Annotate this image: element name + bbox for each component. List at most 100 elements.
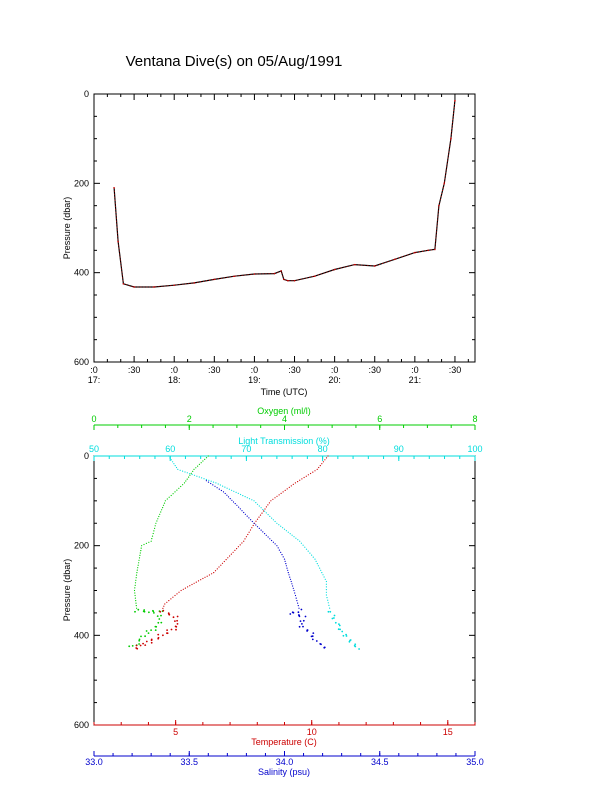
data-point bbox=[241, 510, 243, 512]
data-point bbox=[182, 470, 184, 472]
data-point bbox=[215, 482, 217, 484]
data-point bbox=[231, 489, 233, 491]
data-point bbox=[310, 472, 312, 475]
pressure-point bbox=[173, 284, 176, 286]
data-point bbox=[210, 480, 212, 482]
data-point bbox=[270, 500, 272, 502]
data-point bbox=[264, 508, 266, 510]
data-point bbox=[136, 569, 138, 571]
data-point bbox=[135, 600, 137, 602]
data-point bbox=[166, 629, 169, 631]
data-point bbox=[297, 605, 299, 607]
x-tick-label: 21: bbox=[409, 375, 422, 385]
data-point bbox=[197, 465, 199, 467]
data-point bbox=[160, 511, 162, 513]
data-point bbox=[293, 589, 295, 592]
data-point bbox=[251, 527, 253, 529]
data-point bbox=[140, 547, 142, 549]
data-point bbox=[196, 475, 198, 477]
series-light bbox=[168, 455, 360, 650]
data-point bbox=[134, 610, 136, 613]
data-point bbox=[307, 550, 309, 552]
data-point bbox=[168, 613, 170, 615]
data-point bbox=[255, 524, 257, 526]
data-point bbox=[200, 462, 202, 464]
data-point bbox=[302, 544, 304, 546]
data-point bbox=[233, 490, 235, 492]
x-tick-label: :30 bbox=[208, 365, 221, 375]
data-point bbox=[162, 507, 164, 509]
data-point bbox=[189, 474, 191, 476]
data-point bbox=[176, 623, 179, 625]
data-point bbox=[253, 522, 255, 524]
data-point bbox=[262, 531, 264, 533]
data-point bbox=[325, 594, 327, 596]
x-tick-label: 18: bbox=[168, 375, 181, 385]
data-point bbox=[150, 629, 153, 631]
data-point bbox=[219, 484, 221, 486]
data-point bbox=[289, 576, 291, 578]
y-tick-label: 200 bbox=[74, 178, 89, 188]
data-point bbox=[320, 569, 322, 571]
data-point bbox=[150, 639, 153, 642]
data-point bbox=[180, 485, 182, 488]
data-point bbox=[175, 466, 178, 469]
y-tick-label: 200 bbox=[74, 541, 89, 551]
data-point bbox=[348, 640, 351, 643]
y-tick-label: 0 bbox=[84, 451, 89, 461]
data-point bbox=[192, 470, 194, 472]
data-point bbox=[296, 600, 298, 602]
data-point bbox=[195, 467, 197, 469]
data-point bbox=[145, 640, 148, 643]
data-point bbox=[305, 475, 307, 477]
temperature-axis: 5 10 15 bbox=[93, 720, 476, 737]
data-point bbox=[160, 614, 162, 617]
data-point bbox=[176, 619, 179, 622]
series-oxygen bbox=[128, 455, 209, 648]
x-tick-label: :30 bbox=[368, 365, 381, 375]
data-point bbox=[327, 599, 329, 601]
data-point bbox=[147, 632, 150, 634]
data-point bbox=[140, 635, 142, 638]
data-point bbox=[156, 615, 159, 617]
data-point bbox=[137, 608, 140, 611]
data-point bbox=[310, 635, 313, 638]
pressure-point bbox=[353, 263, 356, 266]
data-point bbox=[301, 623, 303, 625]
data-point bbox=[222, 491, 225, 493]
data-point bbox=[143, 543, 145, 546]
data-point bbox=[151, 535, 154, 537]
data-point bbox=[261, 512, 263, 514]
data-point bbox=[150, 540, 152, 542]
data-point bbox=[312, 632, 315, 634]
data-point bbox=[227, 496, 230, 498]
pressure-point bbox=[414, 251, 416, 254]
data-point bbox=[193, 468, 195, 470]
data-point bbox=[187, 586, 189, 588]
data-point bbox=[274, 497, 276, 499]
data-point bbox=[244, 496, 246, 498]
data-point bbox=[154, 629, 157, 631]
data-point bbox=[191, 473, 193, 476]
data-point bbox=[315, 560, 317, 563]
data-point bbox=[174, 594, 176, 597]
data-point bbox=[299, 479, 301, 481]
data-point bbox=[138, 639, 141, 642]
data-point bbox=[231, 499, 233, 501]
data-point bbox=[329, 607, 331, 609]
data-point bbox=[137, 567, 139, 569]
pressure-line-black bbox=[113, 100, 456, 288]
data-point bbox=[323, 576, 325, 578]
data-point bbox=[314, 558, 316, 560]
data-point bbox=[224, 486, 226, 488]
data-point bbox=[204, 458, 206, 460]
data-point bbox=[241, 542, 243, 544]
data-point bbox=[148, 611, 150, 614]
data-point bbox=[345, 635, 348, 637]
data-point bbox=[207, 481, 210, 483]
data-point bbox=[176, 615, 179, 618]
data-point bbox=[172, 493, 174, 495]
data-point bbox=[138, 562, 140, 564]
pressure-point bbox=[438, 204, 440, 207]
data-point bbox=[258, 505, 260, 507]
